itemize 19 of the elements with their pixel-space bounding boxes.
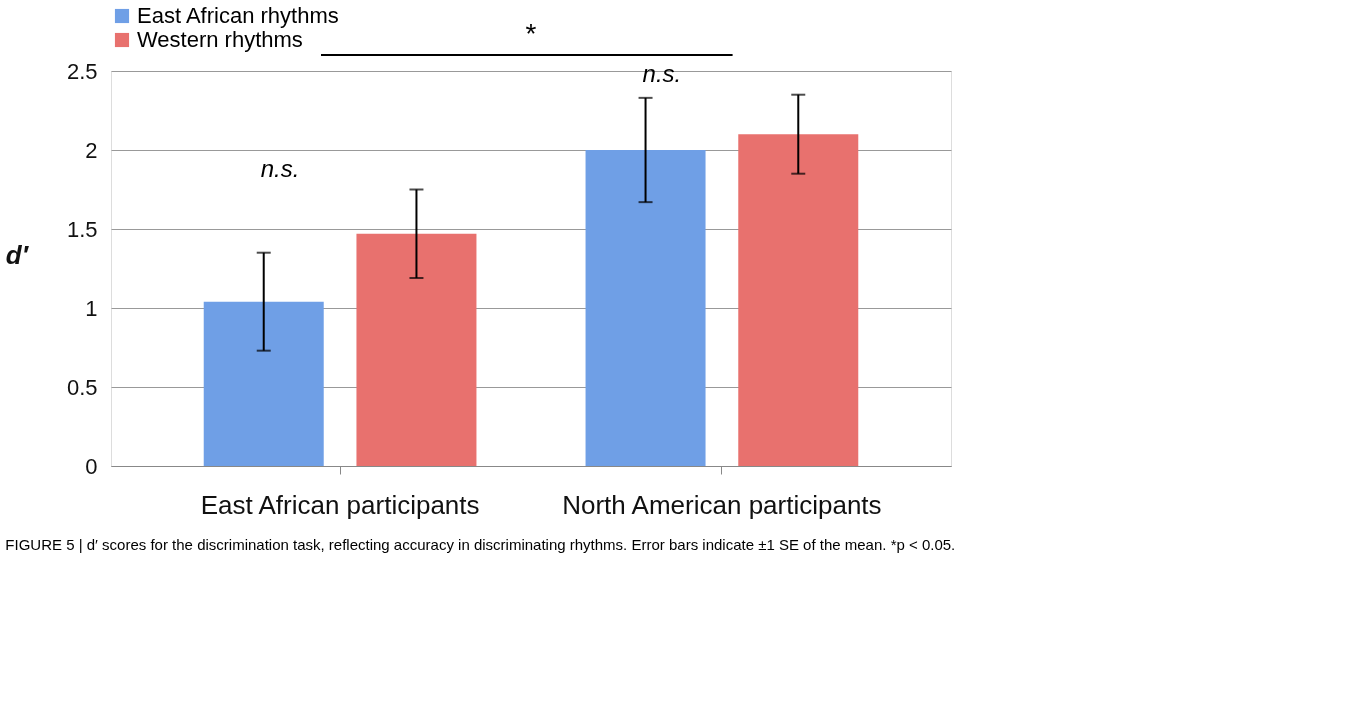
y-tick-label: 0 [85, 453, 98, 479]
annotation: n.s. [642, 59, 682, 87]
y-tick-label: 0.5 [66, 374, 98, 400]
x-tick-label: North American participants [562, 489, 882, 520]
y-tick-label: 1 [85, 295, 98, 321]
bar [585, 150, 706, 466]
legend-label: Western rhythms [137, 27, 303, 52]
bar [738, 134, 859, 466]
y-tick-label: 2 [85, 137, 98, 163]
y-tick-label: 1.5 [66, 216, 98, 242]
legend-label: East African rhythms [137, 3, 339, 28]
text: * [525, 18, 537, 49]
annotation: n.s. [260, 154, 300, 182]
x-tick-label: East African participants [200, 489, 480, 520]
y-axis-title: d′ [5, 240, 30, 270]
bar [203, 301, 324, 466]
bar [356, 233, 477, 466]
caption: FIGURE 5 | d′ scores for the discrimination task, reflecting accuracy in discriminating rhythms. Error bars indicate ±1 SE of the mean. *p < 0.05. [5, 536, 956, 553]
y-tick-label: 2.5 [66, 58, 98, 84]
